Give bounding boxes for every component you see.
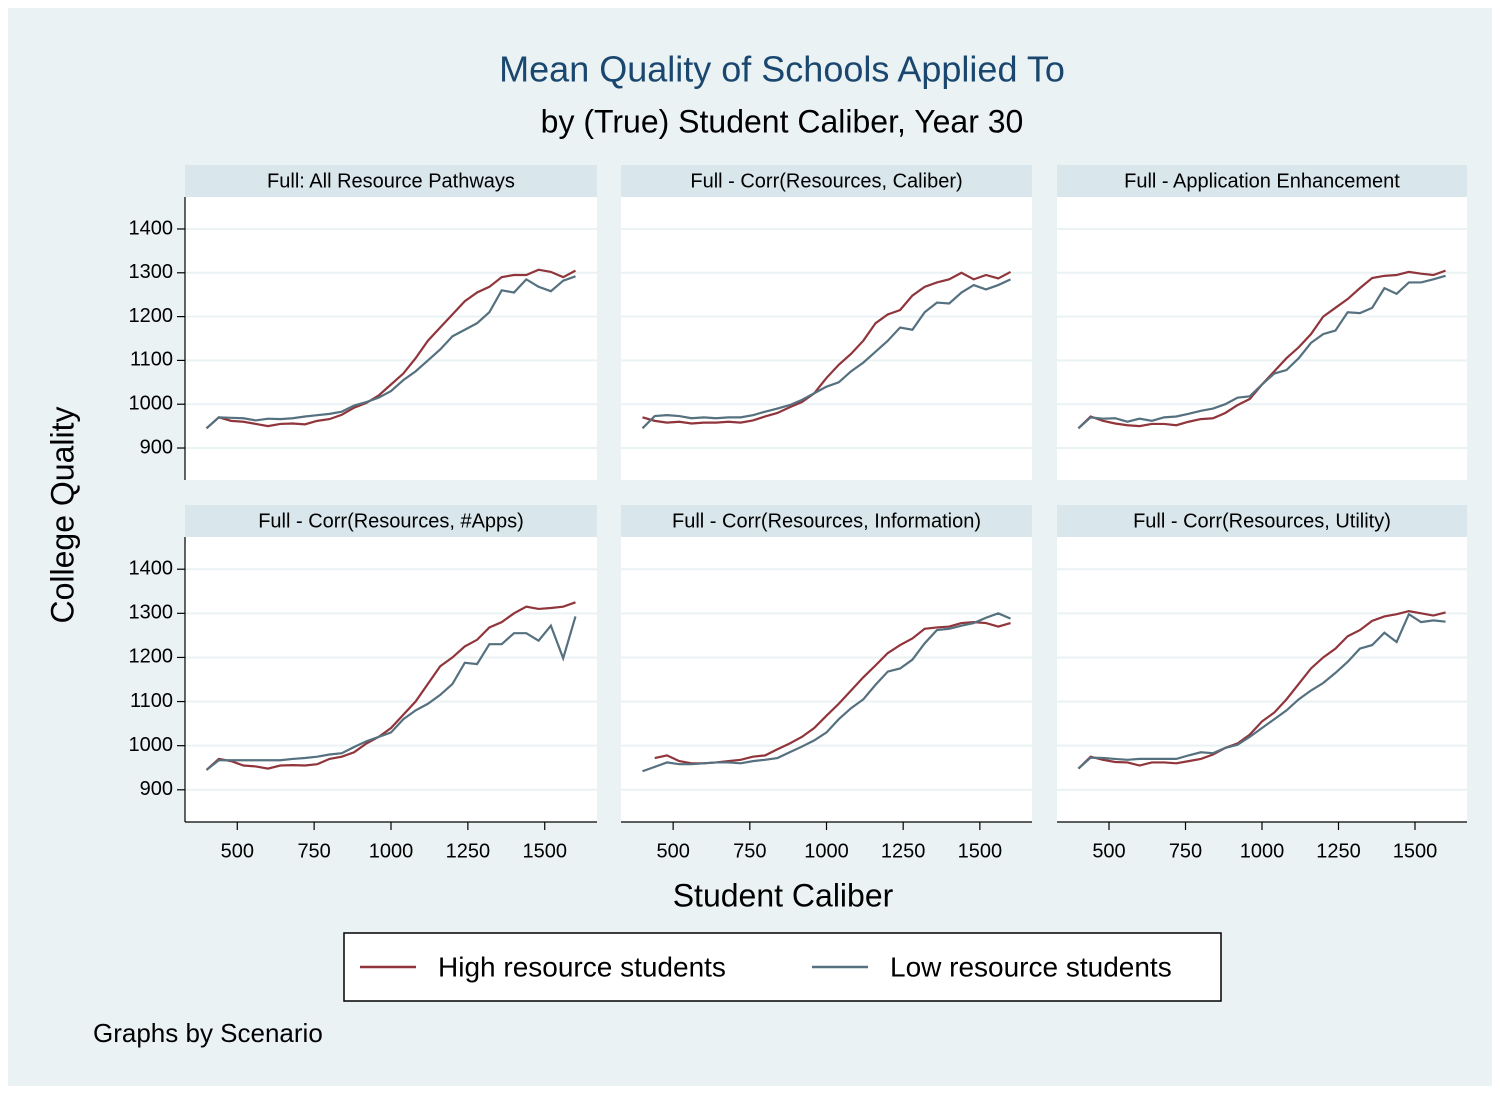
x-tick-label: 500: [1092, 840, 1125, 862]
y-tick-label: 1100: [130, 349, 173, 371]
panel-title: Full - Corr(Resources, Utility): [1133, 510, 1391, 532]
series-line: [205, 601, 576, 771]
panel-title: Full - Corr(Resources, Information): [672, 510, 981, 532]
y-axis-label: College Quality: [44, 407, 80, 624]
plot-area: [185, 197, 597, 480]
x-tick-label: 1000: [1240, 840, 1285, 862]
legend-label: High resource students: [438, 951, 726, 982]
strip: [621, 165, 1032, 197]
series-line: [205, 268, 576, 430]
x-tick-label: 1000: [804, 840, 849, 862]
panel-title: Full - Application Enhancement: [1124, 170, 1400, 192]
plot-area: [621, 197, 1032, 480]
x-tick-label: 500: [221, 840, 254, 862]
legend-label: Low resource students: [890, 951, 1172, 982]
plot-area: [1057, 537, 1467, 822]
series-line: [205, 616, 577, 771]
series-line: [205, 275, 576, 430]
plot-area: [185, 537, 597, 822]
series-line: [642, 270, 1012, 425]
x-tick-label: 750: [297, 840, 330, 862]
note: Graphs by Scenario: [93, 1018, 323, 1048]
series-line: [1077, 612, 1446, 770]
panel-title: Full: All Resource Pathways: [267, 170, 515, 192]
y-tick-label: 900: [140, 778, 173, 800]
x-tick-label: 750: [1169, 840, 1202, 862]
strip: [621, 505, 1032, 537]
x-tick-label: 1500: [1393, 840, 1438, 862]
y-tick-label: 1100: [130, 690, 173, 712]
x-tick-label: 1500: [522, 840, 567, 862]
series-line: [642, 612, 1011, 773]
y-tick-label: 1400: [129, 217, 174, 239]
panel-title: Full - Corr(Resources, #Apps): [258, 510, 524, 532]
y-tick-label: 1200: [129, 305, 174, 327]
plot-area: [621, 537, 1032, 822]
y-tick-label: 1300: [129, 261, 174, 283]
series-line: [1077, 609, 1446, 770]
x-tick-label: 1250: [446, 840, 491, 862]
chart-subtitle: by (True) Student Caliber, Year 30: [541, 103, 1024, 139]
series-line: [641, 278, 1011, 430]
panel-title: Full - Corr(Resources, Caliber): [690, 170, 962, 192]
y-tick-label: 1000: [129, 392, 174, 414]
chart-title: Mean Quality of Schools Applied To: [499, 49, 1065, 90]
x-tick-label: 1000: [369, 840, 414, 862]
x-tick-label: 1500: [958, 840, 1003, 862]
y-tick-label: 1400: [129, 557, 174, 579]
legend-box: [343, 932, 1222, 1002]
x-tick-label: 1250: [881, 840, 926, 862]
strip: [185, 505, 597, 537]
y-tick-label: 1000: [129, 734, 174, 756]
strip: [185, 165, 597, 197]
y-tick-label: 1200: [129, 646, 174, 668]
series-line: [1077, 274, 1446, 430]
strip: [1057, 505, 1467, 537]
strip: [1057, 165, 1467, 197]
x-tick-label: 500: [656, 840, 689, 862]
y-tick-label: 900: [140, 436, 173, 458]
x-tick-label: 1250: [1316, 840, 1361, 862]
y-tick-label: 1300: [129, 602, 174, 624]
x-axis-label: Student Caliber: [673, 877, 894, 913]
plot-area: [1057, 197, 1467, 480]
x-tick-label: 750: [733, 840, 766, 862]
